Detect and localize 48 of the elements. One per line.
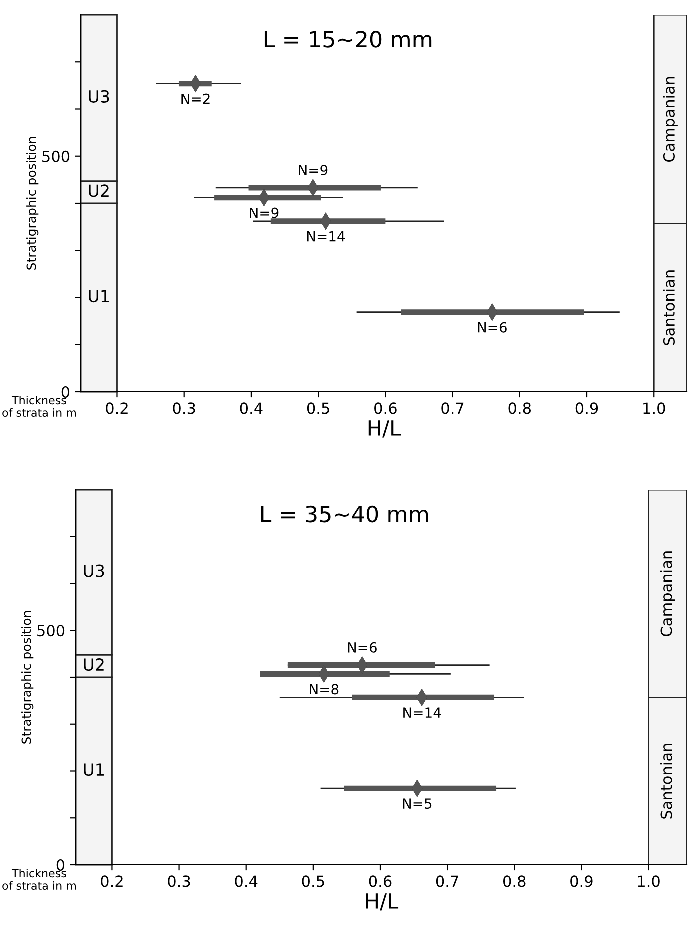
x-tick-label: 0.6 xyxy=(369,876,392,888)
annotation: N=6 xyxy=(478,322,507,333)
annotation: N=14 xyxy=(307,232,346,242)
annotation: N=9 xyxy=(299,165,328,176)
x-tick-label: 0.5 xyxy=(307,402,330,414)
x-tick-label: 1.0 xyxy=(638,876,660,888)
x-tick-label: 0.9 xyxy=(576,402,598,414)
y-tick-label: 500 xyxy=(38,625,65,637)
annotation: N=6 xyxy=(348,642,377,653)
x-axis-title: H/L xyxy=(366,894,399,911)
band-label: U2 xyxy=(89,184,109,198)
x-tick-label: 0.7 xyxy=(442,402,464,414)
x-tick-label: 0.4 xyxy=(235,876,258,888)
x-tick-label: 0.4 xyxy=(240,402,263,414)
x-tick-label: 0.6 xyxy=(374,402,397,414)
y-axis-title: Stratigraphic position xyxy=(22,611,34,744)
y-tick-label: 0 xyxy=(56,859,65,872)
band-label: U2 xyxy=(84,658,104,672)
annotation: N=9 xyxy=(250,208,279,218)
x-tick-label: 0.8 xyxy=(503,876,526,888)
band-label: Santonian xyxy=(660,744,672,819)
text: L = 35~40 mm xyxy=(261,506,428,523)
y-tick-label: 500 xyxy=(42,150,70,162)
y-axis-title: Stratigraphic position xyxy=(26,137,39,270)
annotation: N=8 xyxy=(310,684,339,695)
x-tick-label: 0.5 xyxy=(302,876,324,888)
annotation: N=14 xyxy=(404,708,442,718)
band-label: Campanian xyxy=(663,77,678,162)
x-tick-label: 0.7 xyxy=(436,876,458,888)
text: L = 15~20 mm xyxy=(264,31,432,48)
text: Thickness of strata in m xyxy=(2,869,76,890)
band-label: U3 xyxy=(89,90,110,104)
band-label: U1 xyxy=(89,290,109,303)
x-tick-label: 1.0 xyxy=(644,402,666,414)
annotation: N=5 xyxy=(403,798,432,810)
x-axis-title: H/L xyxy=(368,420,402,438)
band-label: Campanian xyxy=(660,552,676,636)
x-tick-label: 0.9 xyxy=(570,876,593,888)
band-label: U1 xyxy=(84,764,104,776)
band-label: U3 xyxy=(84,564,104,578)
x-tick-label: 0.2 xyxy=(101,876,123,888)
band-label: Santonian xyxy=(663,270,675,346)
x-tick-label: 0.2 xyxy=(106,402,128,414)
annotation: N=2 xyxy=(182,94,210,104)
y-tick-label: 0 xyxy=(62,386,70,398)
x-tick-label: 0.3 xyxy=(173,402,196,414)
x-tick-label: 0.8 xyxy=(508,402,531,414)
x-tick-label: 0.3 xyxy=(168,876,190,888)
